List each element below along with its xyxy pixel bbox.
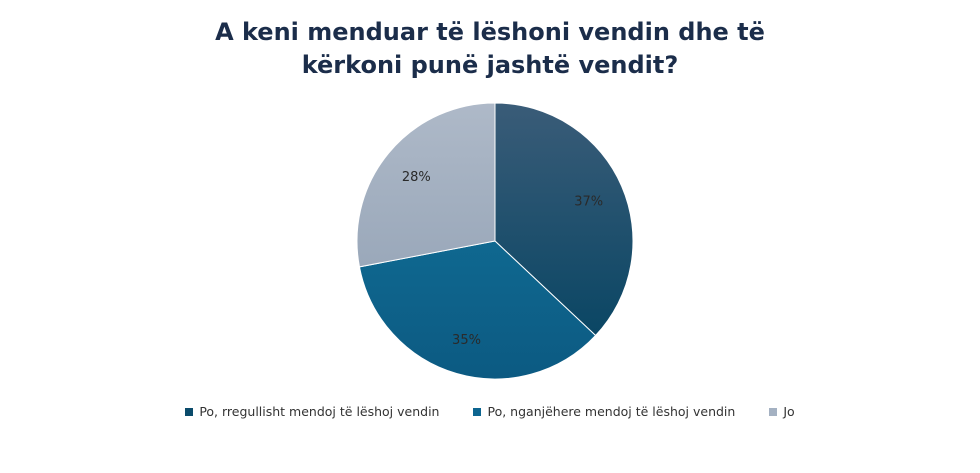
legend-item-regularly: Po, rregullisht mendoj të lëshoj vendin: [185, 404, 439, 419]
legend-label-regularly: Po, rregullisht mendoj të lëshoj vendin: [199, 404, 440, 419]
legend-label-sometimes: Po, nganjëhere mendoj të lëshoj vendin: [487, 404, 736, 419]
pie-slices: [356, 102, 634, 380]
chart-title-line-1: A keni menduar të lëshoni vendin dhe të: [215, 18, 765, 46]
pie-slice-sometimes: [358, 240, 597, 380]
chart-title: A keni menduar të lëshoni vendin dhe të …: [0, 16, 980, 82]
legend-swatch-no: [769, 407, 778, 416]
chart-title-line-2: kërkoni punë jashtë vendit?: [301, 51, 679, 79]
legend: Po, rregullisht mendoj të lëshoj vendin …: [0, 404, 980, 419]
pie-labels: 37% 35% 28%: [402, 170, 603, 348]
legend-swatch-sometimes: [473, 407, 482, 416]
slice-label-regularly: 37%: [574, 194, 603, 209]
legend-item-sometimes: Po, nganjëhere mendoj të lëshoj vendin: [473, 404, 735, 419]
pie-slice-regularly: [494, 102, 634, 337]
slice-label-no: 28%: [402, 170, 431, 185]
slice-label-sometimes: 35%: [452, 333, 481, 348]
legend-item-no: Jo: [769, 404, 795, 419]
pie-slice-no: [356, 102, 496, 268]
legend-label-no: Jo: [783, 404, 795, 419]
legend-swatch-regularly: [185, 407, 194, 416]
